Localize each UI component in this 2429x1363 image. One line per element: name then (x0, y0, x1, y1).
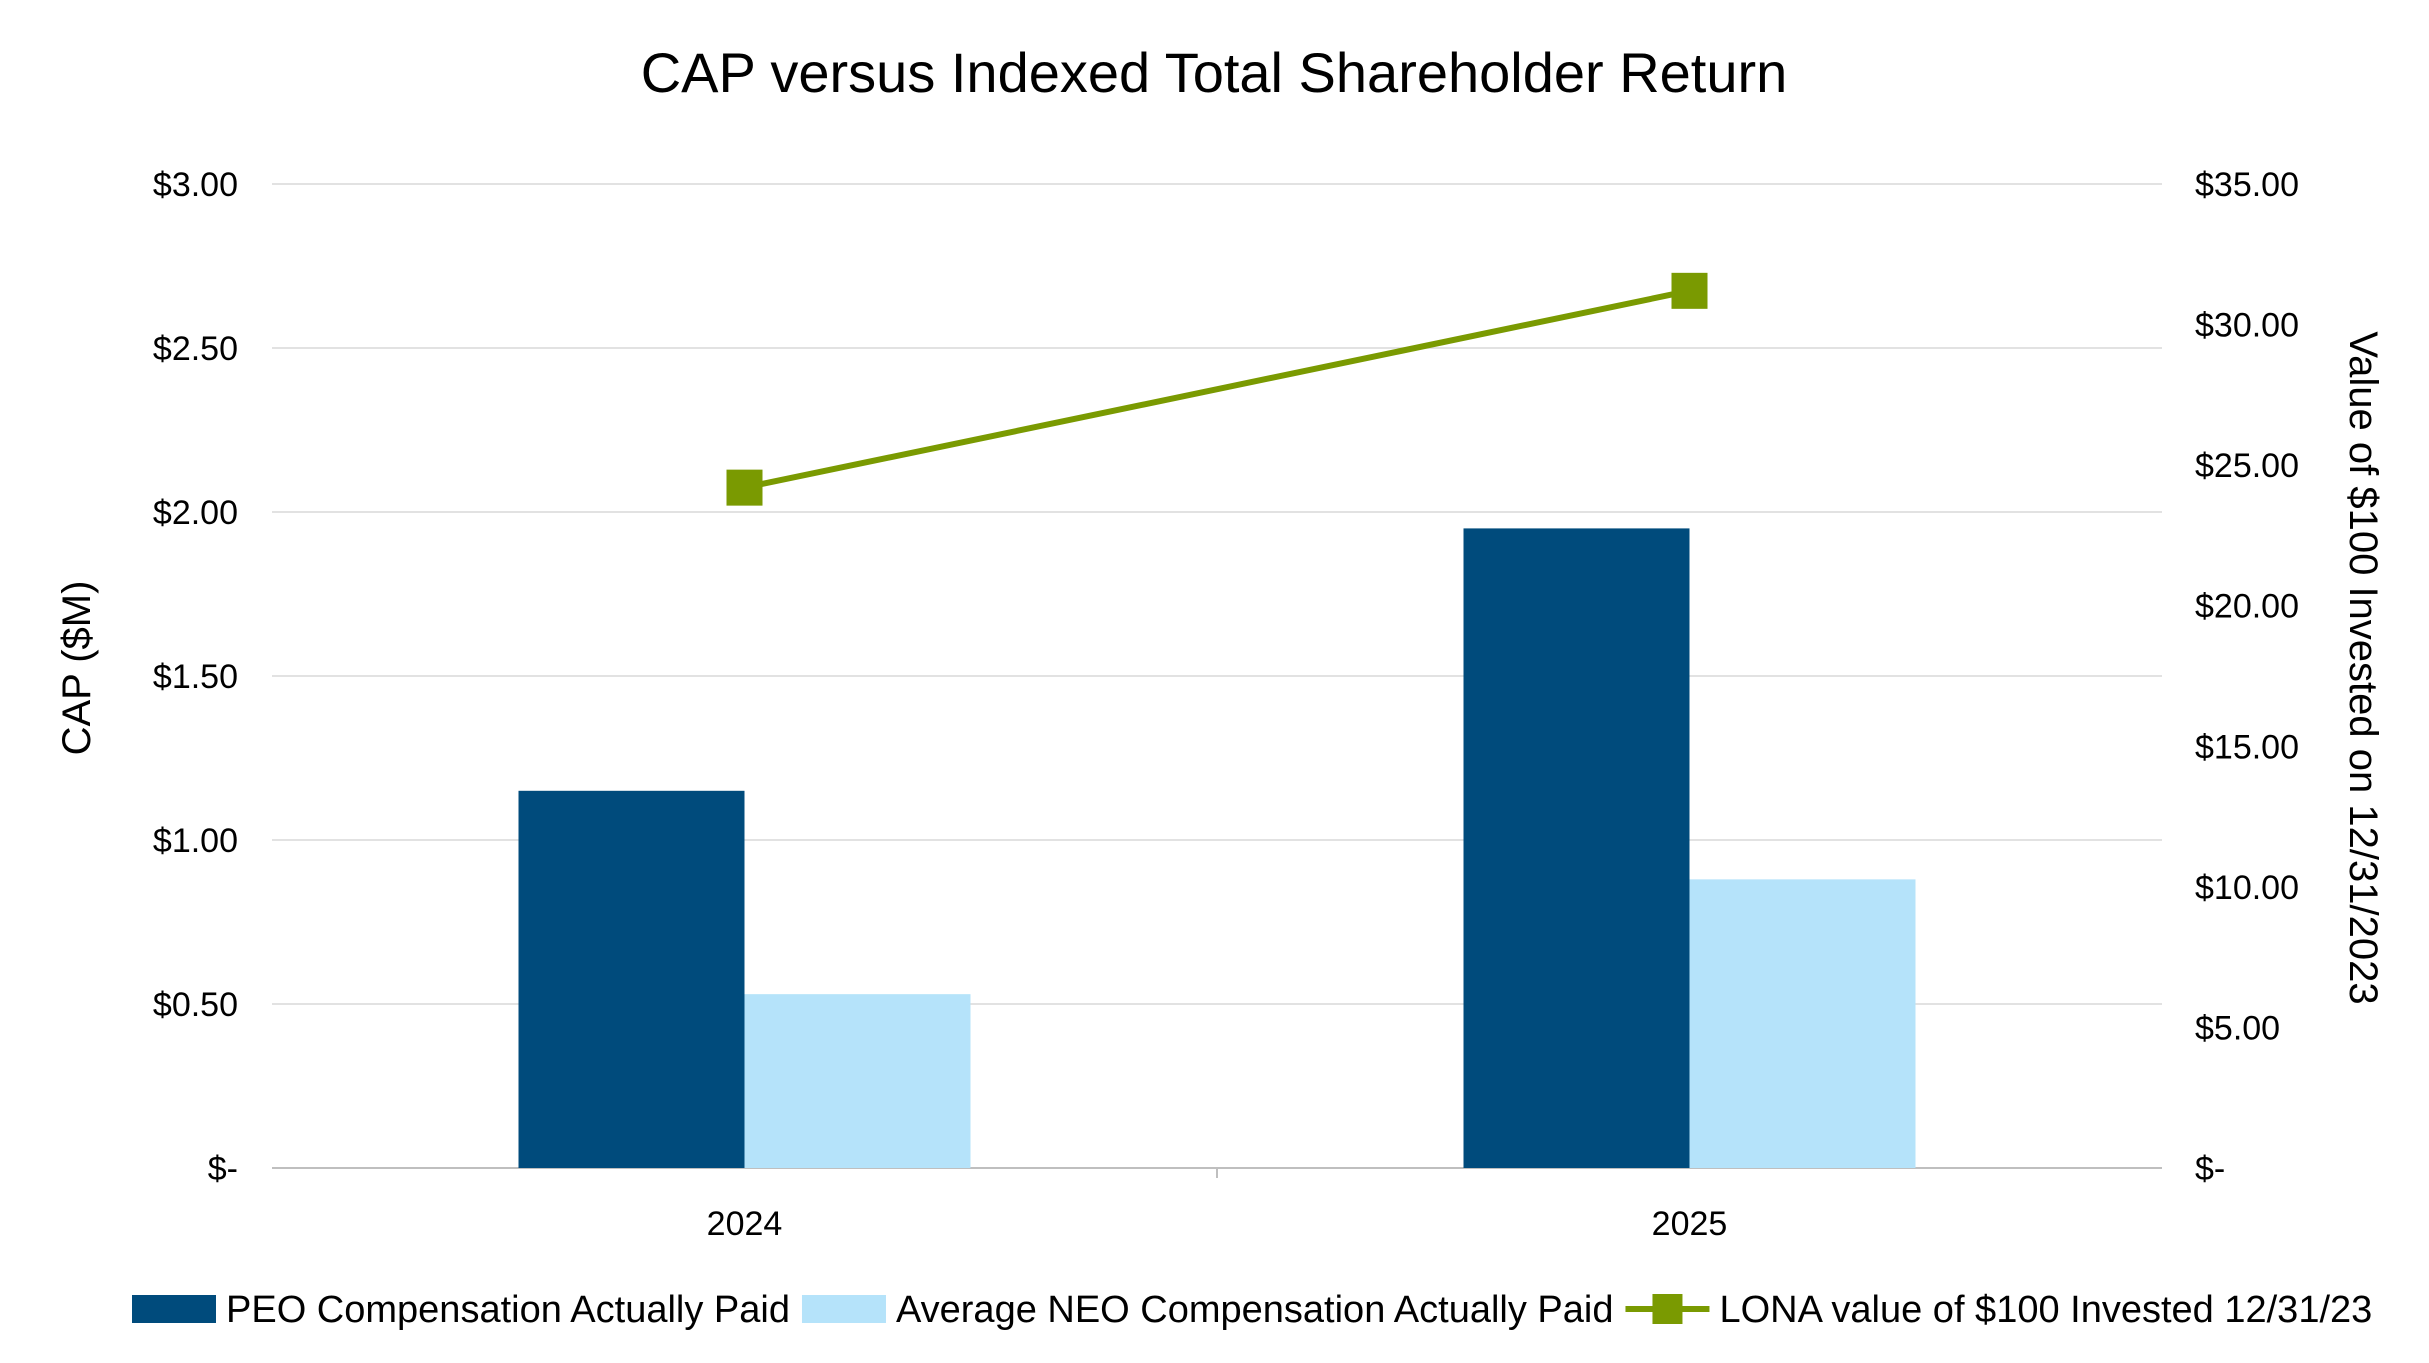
right-tick-label: $25.00 (2195, 447, 2299, 485)
right-axis-ticks: $- $5.00 $10.00 $15.00 $20.00 $25.00 $30.00 $35… (2195, 166, 2299, 1188)
bar-average-neo-compensation-actually-paid-2025 (1689, 879, 1916, 1168)
right-tick-label: $35.00 (2195, 166, 2299, 204)
left-tick-label: $2.00 (153, 494, 238, 532)
chart-title: CAP versus Indexed Total Shareholder Ret… (641, 41, 1788, 104)
right-tick-label: $- (2195, 1150, 2225, 1188)
x-axis-ticks: 2024 2025 (707, 1205, 1728, 1243)
legend-key-peo-compensation-actually-paid (132, 1295, 216, 1323)
legend-label-lona-value-of-100-invested-12-31-23: LONA value of $100 Invested 12/31/23 (1719, 1289, 2372, 1331)
legend-label-peo-compensation-actually-paid: PEO Compensation Actually Paid (226, 1289, 790, 1331)
left-tick-label: $2.50 (153, 330, 238, 368)
x-tick-label: 2024 (707, 1205, 783, 1243)
right-tick-label: $15.00 (2195, 728, 2299, 766)
right-tick-label: $5.00 (2195, 1009, 2280, 1047)
right-tick-label: $30.00 (2195, 307, 2299, 345)
left-tick-label: $3.00 (153, 166, 238, 204)
bar-peo-compensation-actually-paid-2025 (1463, 528, 1690, 1168)
right-axis-title: Value of $100 Invested on 12/31/2023 (2341, 331, 2385, 1004)
legend-label-average-neo-compensation-actually-paid: Average NEO Compensation Actually Paid (896, 1289, 1613, 1331)
left-tick-label: $- (208, 1150, 238, 1188)
tsr-line (726, 272, 1708, 506)
line-lona-value-of-100-invested-12-31-23 (743, 287, 1691, 491)
x-tick-label: 2025 (1652, 1205, 1728, 1243)
bar-average-neo-compensation-actually-paid-2024 (744, 994, 971, 1168)
right-tick-label: $10.00 (2195, 869, 2299, 907)
left-axis-title: CAP ($M) (55, 581, 99, 756)
left-axis-ticks: $- $0.50 $1.00 $1.50 $2.00 $2.50 $3.00 (153, 166, 238, 1188)
bars (518, 528, 1916, 1168)
marker-2025 (1671, 272, 1708, 309)
legend-key-marker (1652, 1294, 1683, 1324)
marker-2024 (726, 469, 763, 506)
legend: PEO Compensation Actually Paid Average NE… (132, 1289, 2372, 1331)
left-tick-label: $0.50 (153, 986, 238, 1024)
bar-peo-compensation-actually-paid-2024 (518, 790, 745, 1168)
legend-key-average-neo-compensation-actually-paid (801, 1295, 886, 1323)
left-tick-label: $1.50 (153, 658, 238, 696)
left-tick-label: $1.00 (153, 822, 238, 860)
right-tick-label: $20.00 (2195, 588, 2299, 626)
